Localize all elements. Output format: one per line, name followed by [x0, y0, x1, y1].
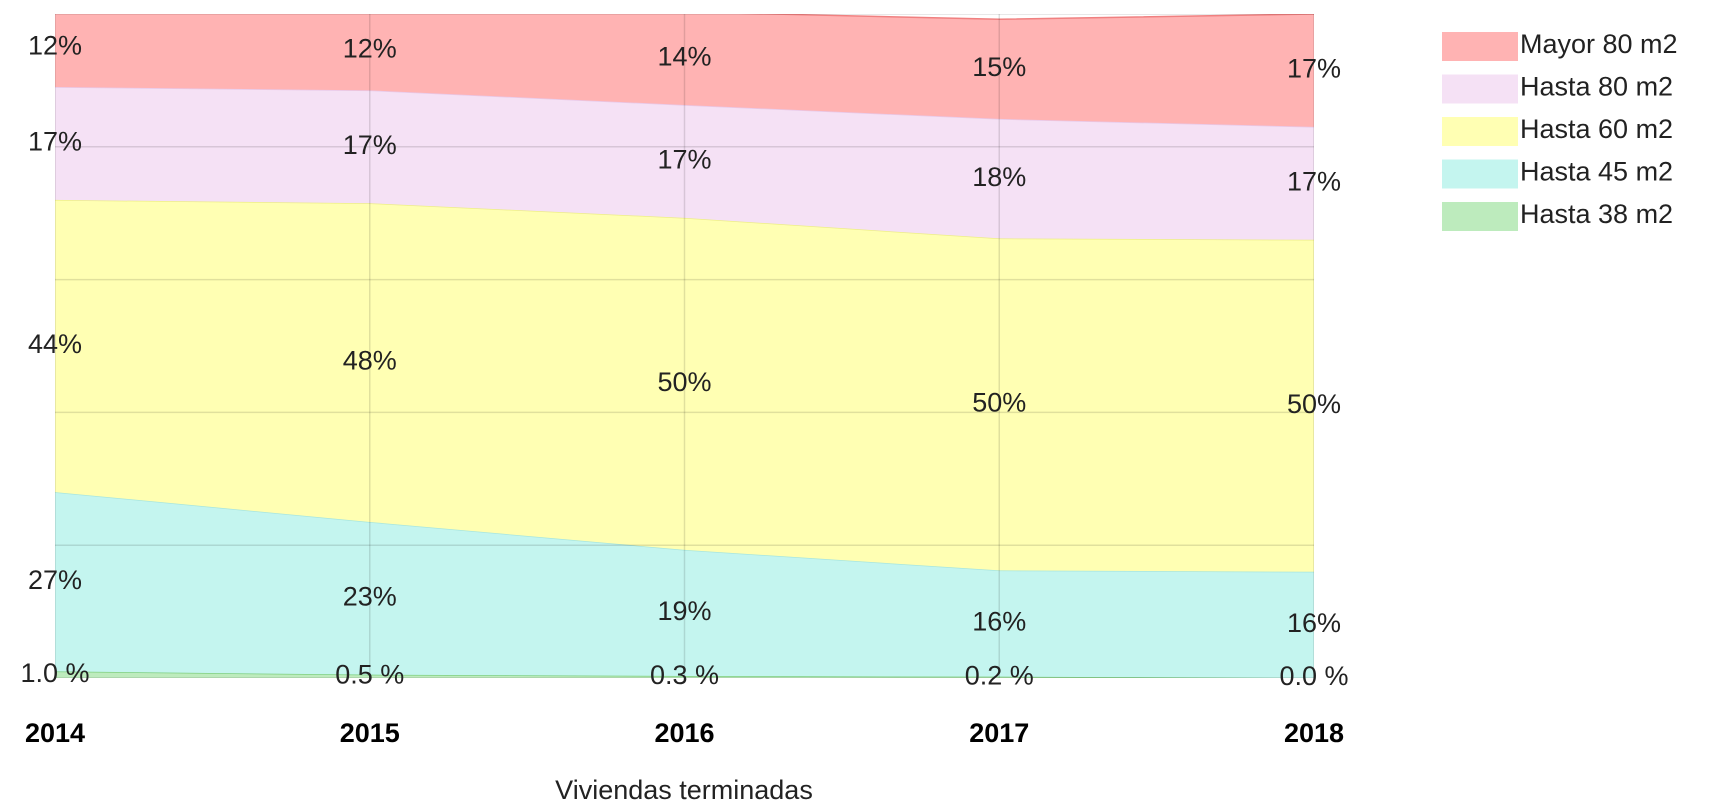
data-label: 27%: [28, 565, 82, 595]
data-label: 18%: [972, 162, 1026, 192]
data-label: 12%: [343, 34, 397, 64]
legend-label: Mayor 80 m2: [1520, 29, 1678, 59]
legend-swatch: [1442, 159, 1518, 189]
x-tick-label: 2015: [340, 718, 400, 748]
data-label: 48%: [343, 346, 397, 376]
x-tick-label: 2014: [25, 718, 85, 748]
area-edge: [738, 14, 1314, 21]
x-tick-label: 2018: [1284, 718, 1344, 748]
plot-area: [55, 14, 1314, 678]
x-axis-title: Viviendas terminadas: [555, 775, 813, 805]
x-tick-label: 2016: [654, 718, 714, 748]
data-label: 16%: [1287, 608, 1341, 638]
data-label: 19%: [657, 596, 711, 626]
data-label: 17%: [28, 127, 82, 157]
data-label: 12%: [28, 30, 82, 60]
data-label: 0.2 %: [965, 660, 1034, 690]
legend-label: Hasta 60 m2: [1520, 114, 1673, 144]
data-label: 23%: [343, 581, 397, 611]
x-tick-label: 2017: [969, 718, 1029, 748]
area: [55, 492, 1314, 678]
data-label: 0.5 %: [335, 659, 404, 689]
data-label: 17%: [1287, 166, 1341, 196]
legend-swatch: [1442, 74, 1518, 104]
data-label: 15%: [972, 52, 1026, 82]
data-label: 1.0 %: [20, 658, 89, 688]
data-label: 17%: [343, 130, 397, 160]
area: [55, 87, 1314, 240]
area: [55, 14, 1314, 127]
area: [55, 671, 1314, 678]
data-label: 14%: [657, 42, 711, 72]
data-label: 50%: [972, 388, 1026, 418]
legend-swatch: [1442, 117, 1518, 146]
legend-label: Hasta 80 m2: [1520, 72, 1673, 102]
data-label: 17%: [1287, 54, 1341, 84]
legend-label: Hasta 38 m2: [1520, 199, 1673, 229]
legend-label: Hasta 45 m2: [1520, 157, 1673, 187]
data-label: 50%: [657, 367, 711, 397]
legend-swatch: [1442, 202, 1518, 231]
legend-swatch: [1442, 32, 1518, 61]
data-label: 0.3 %: [650, 660, 719, 690]
data-label: 16%: [972, 607, 1026, 637]
area: [55, 199, 1314, 572]
data-label: 44%: [28, 329, 82, 359]
data-label: 17%: [657, 145, 711, 175]
data-label: 0.0 %: [1279, 661, 1348, 691]
data-label: 50%: [1287, 389, 1341, 419]
